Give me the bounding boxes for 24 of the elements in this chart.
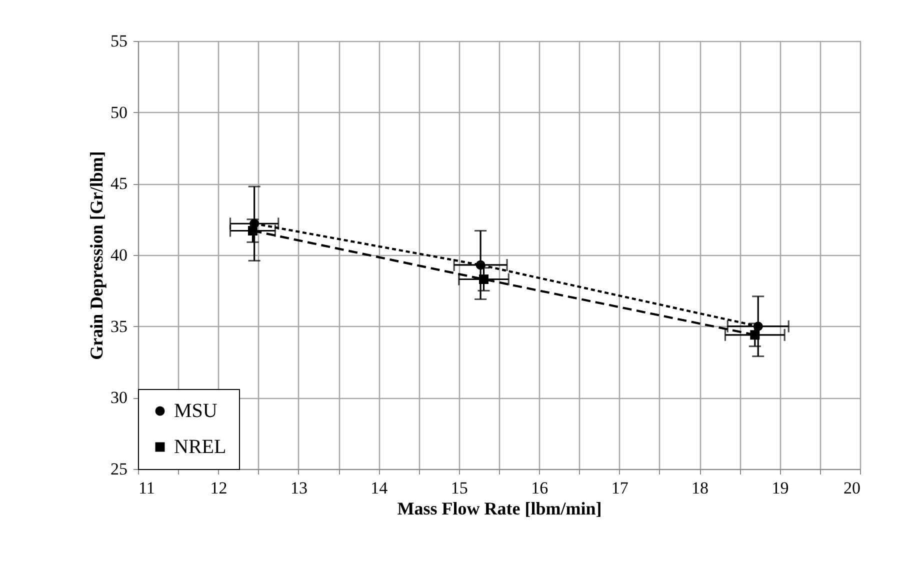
x-tick-label: 17 [611,478,629,498]
y-tick-label: 30 [110,388,128,408]
x-tick-label: 16 [531,478,548,498]
x-tick-label: 15 [450,478,468,498]
legend-label: MSU [174,400,218,422]
point [750,330,760,340]
x-tick-label: 20 [844,478,860,498]
x-tick-label: 13 [290,478,308,498]
point [248,226,258,236]
x-tick-label: 14 [370,478,388,498]
y-tick-label: 25 [110,460,128,478]
y-tick-label: 40 [110,246,128,264]
y-axis-title: Grain Depression [Gr/lbm] [86,151,106,360]
point [479,274,488,284]
y-tick-label: 35 [110,316,128,336]
x-tick-label: 11 [138,478,155,498]
x-tick-label: 18 [692,478,709,498]
legend-label: NREL [174,436,226,458]
y-tick-label: 50 [110,102,128,122]
y-tick-label: 45 [110,174,128,194]
x-tick-label: 19 [772,478,789,498]
y-tick-label: 55 [110,32,128,50]
x-axis-title: Mass Flow Rate [lbm/min] [397,498,602,518]
x-tick-label: 12 [210,478,228,498]
